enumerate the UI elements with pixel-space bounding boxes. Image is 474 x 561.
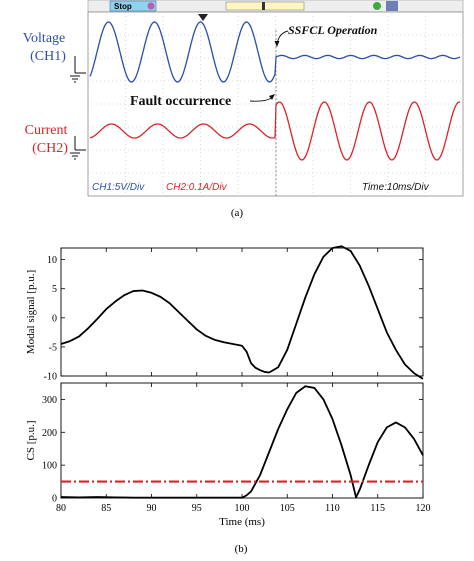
series-line <box>60 385 424 499</box>
x-tick-label: 110 <box>325 503 340 514</box>
probe-icon <box>373 2 381 10</box>
ground-icon-ch1 <box>70 56 86 83</box>
y-tick-label: -5 <box>49 342 57 353</box>
y-tick-label: 0 <box>52 494 57 505</box>
x-tick-label: 90 <box>147 503 157 514</box>
scope-toolbar: Stop <box>87 0 464 13</box>
current-label: Current <box>25 123 68 138</box>
trigger-marker-icon <box>198 14 208 21</box>
scope-grid <box>88 12 463 196</box>
cs-plot: 0 100 200 300 80 85 90 95 100 105 110 115 120 CS [p.u… <box>25 382 431 528</box>
y-tick-label: 200 <box>42 428 57 439</box>
x-tick-label: 115 <box>370 503 385 514</box>
y-tick-label: 5 <box>52 284 57 295</box>
x-tick-label: 80 <box>56 503 66 514</box>
ch1-scale: CH1:5V/Div <box>92 182 145 193</box>
y-tick-label: 10 <box>47 255 57 266</box>
x-tick-label: 100 <box>235 503 250 514</box>
y-axis-label: CS [p.u.] <box>25 420 37 460</box>
x-axis-label: Time (ms) <box>219 516 265 528</box>
stop-label: Stop <box>114 2 132 11</box>
plot-frame <box>60 247 424 377</box>
y-tick-label: 100 <box>42 461 57 472</box>
ch2-scale: CH2:0.1A/Div <box>166 182 228 193</box>
series-line <box>60 245 424 380</box>
x-tick-label: 105 <box>280 503 295 514</box>
y-tick-label: -10 <box>44 372 57 383</box>
current-waveform <box>89 101 461 161</box>
time-scale: Time:10ms/Div <box>362 182 430 193</box>
modal-signal-plot: -10 -5 0 5 10 Modal signal [p.u.] <box>25 245 424 383</box>
scope-waves <box>89 21 461 161</box>
channel-icon <box>386 1 398 11</box>
y-tick-label: 300 <box>42 395 57 406</box>
ssfcl-annotation: SSFCL Operation <box>288 23 378 37</box>
fault-annotation: Fault occurrence <box>130 94 231 109</box>
x-tick-label: 85 <box>101 503 111 514</box>
voltage-label: Voltage <box>23 31 66 46</box>
voltage-channel: (CH1) <box>30 49 66 64</box>
x-tick-label: 120 <box>416 503 431 514</box>
caption-b: (b) <box>235 543 248 555</box>
trigger-icon <box>147 2 155 10</box>
y-tick-label: 0 <box>52 313 57 324</box>
y-axis-label: Modal signal [p.u.] <box>25 270 37 354</box>
x-tick-label: 95 <box>192 503 202 514</box>
voltage-waveform <box>89 21 461 83</box>
caption-a: (a) <box>231 207 244 219</box>
current-channel: (CH2) <box>32 141 68 156</box>
ground-icon-ch2 <box>70 136 86 160</box>
